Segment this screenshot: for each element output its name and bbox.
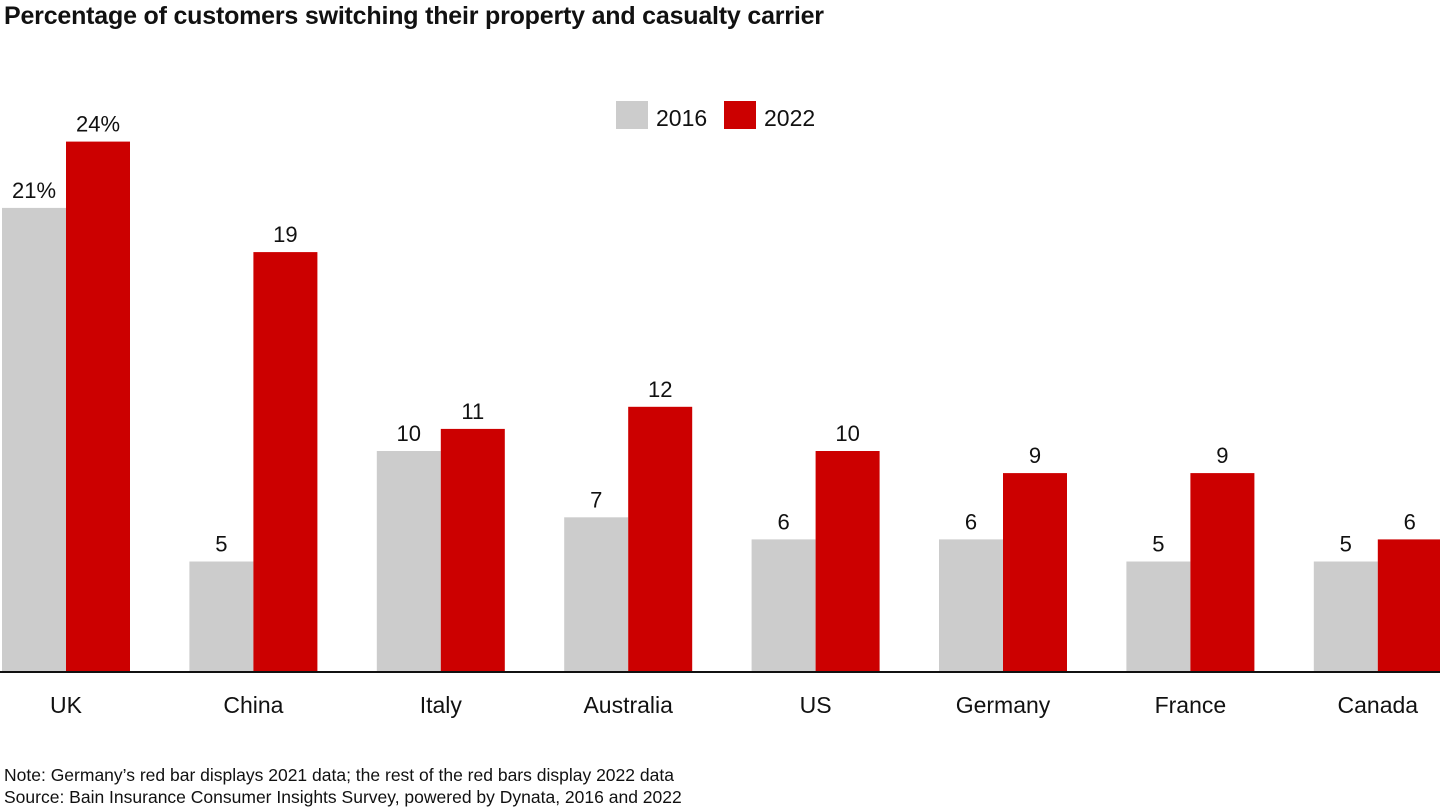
legend-label-2022: 2022 xyxy=(764,105,815,131)
data-label-2022-france: 9 xyxy=(1216,443,1228,468)
data-label-2022-italy: 11 xyxy=(461,399,484,424)
category-labels-layer: UK China Italy Australia US Germany France Cana… xyxy=(50,692,1418,718)
data-label-2022-canada: 6 xyxy=(1404,509,1416,534)
bar-2022-australia xyxy=(628,406,693,672)
bar-2022-germany xyxy=(1003,473,1067,672)
legend-swatch-2022 xyxy=(724,101,756,129)
data-label-2022-china: 19 xyxy=(273,222,297,247)
bar-2022-china xyxy=(253,252,318,672)
bars-layer xyxy=(2,141,1440,673)
bar-2016-france xyxy=(1126,561,1191,672)
legend-label-2016: 2016 xyxy=(656,105,707,131)
category-label-australia: Australia xyxy=(583,692,673,718)
data-label-2022-uk: 24% xyxy=(76,112,120,137)
bar-2016-canada xyxy=(1313,561,1378,672)
note-text: Note: Germany’s red bar displays 2021 da… xyxy=(4,765,674,785)
bar-2016-italy xyxy=(376,451,441,672)
data-label-2022-germany: 9 xyxy=(1029,443,1041,468)
bar-2022-italy xyxy=(440,428,505,672)
data-label-2016-france: 5 xyxy=(1152,532,1164,557)
bar-2016-us xyxy=(751,539,816,672)
footnotes: Note: Germany’s red bar displays 2021 da… xyxy=(4,764,682,808)
category-label-china: China xyxy=(223,692,283,718)
bar-2016-china xyxy=(189,561,254,672)
data-label-2016-china: 5 xyxy=(215,532,227,557)
legend-swatch-2016 xyxy=(616,101,648,129)
bar-2016-uk xyxy=(2,207,66,672)
data-label-2016-australia: 7 xyxy=(590,487,602,512)
category-label-france: France xyxy=(1155,692,1227,718)
data-label-2016-germany: 6 xyxy=(965,509,977,534)
bar-2022-us xyxy=(815,451,880,672)
category-label-italy: Italy xyxy=(420,692,463,718)
source-text: Source: Bain Insurance Consumer Insights… xyxy=(4,787,682,807)
bar-2022-canada xyxy=(1377,539,1440,672)
data-label-2016-us: 6 xyxy=(777,509,789,534)
category-label-us: US xyxy=(800,692,832,718)
bar-chart: 21% 24% 5 19 10 11 7 12 6 10 6 9 5 9 5 6 UK China Italy Au… xyxy=(0,101,1440,718)
category-label-uk: UK xyxy=(50,692,83,718)
data-label-2022-us: 10 xyxy=(835,421,859,446)
bar-2022-france xyxy=(1190,473,1255,672)
data-label-2016-canada: 5 xyxy=(1340,532,1352,557)
legend: 2016 2022 xyxy=(616,101,815,131)
data-label-2016-uk: 21% xyxy=(12,178,56,203)
bar-2016-germany xyxy=(939,539,1003,672)
data-label-2016-italy: 10 xyxy=(397,421,421,446)
data-labels-layer: 21% 24% 5 19 10 11 7 12 6 10 6 9 5 9 5 6 xyxy=(12,112,1416,557)
bar-2016-australia xyxy=(564,517,629,672)
chart-title: Percentage of customers switching their … xyxy=(4,2,824,30)
data-label-2022-australia: 12 xyxy=(648,377,672,402)
category-label-germany: Germany xyxy=(956,692,1051,718)
bar-2022-uk xyxy=(66,141,130,673)
category-label-canada: Canada xyxy=(1338,692,1419,718)
